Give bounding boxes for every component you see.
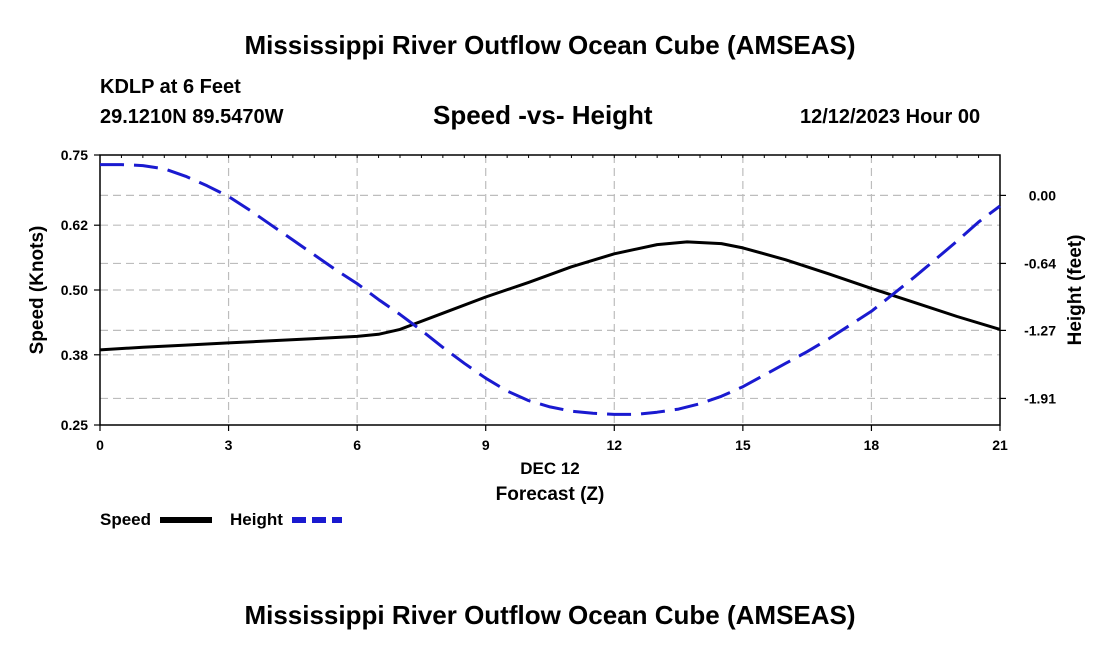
y2-tick-label: -1.27 [1024,322,1056,338]
y2-tick-label: 0.00 [1029,187,1056,203]
x-tick-label: 21 [992,437,1008,453]
y-axis-title: Speed (Knots) [27,226,48,355]
x-tick-label: 9 [482,437,490,453]
forecast-datetime: 12/12/2023 Hour 00 [800,106,981,128]
height-series-line [100,163,1001,416]
x-tick-label: 6 [353,437,361,453]
chart-title-top: Mississippi River Outflow Ocean Cube (AM… [244,30,856,60]
y-tick-label: 0.75 [61,147,88,163]
station-label: KDLP at 6 Feet [100,76,241,98]
y-tick-label: 0.62 [61,217,88,233]
x-tick-label: 18 [864,437,880,453]
chart-title-bottom: Mississippi River Outflow Ocean Cube (AM… [244,600,856,630]
speed-series-line [99,240,1001,352]
y2-axis-title: Height (feet) [1065,235,1086,346]
x-tick-label: 15 [735,437,751,453]
y2-tick-label: -1.91 [1024,390,1056,406]
x-tick-label: 12 [606,437,622,453]
x-tick-label: 0 [96,437,104,453]
tick-layer: 0 3 6 9 12 15 18 21 0.25 0.38 0.50 0.62 0.75 0.00 -0.6… [61,147,1056,453]
series-layer [99,163,1001,416]
x-axis-date-label: DEC 12 [520,459,580,478]
x-axis-title: Forecast (Z) [496,484,605,505]
y-tick-label: 0.50 [61,282,88,298]
y-tick-label: 0.25 [61,417,88,433]
legend-speed-label: Speed [100,510,152,529]
legend-height-label: Height [230,510,283,529]
y2-tick-label: -0.64 [1024,255,1056,271]
grid-layer [100,155,1000,425]
y-tick-label: 0.38 [61,347,88,363]
x-tick-label: 3 [225,437,233,453]
chart-subtitle: Speed -vs- Height [433,100,653,130]
station-coords: 29.1210N 89.5470W [100,106,284,128]
